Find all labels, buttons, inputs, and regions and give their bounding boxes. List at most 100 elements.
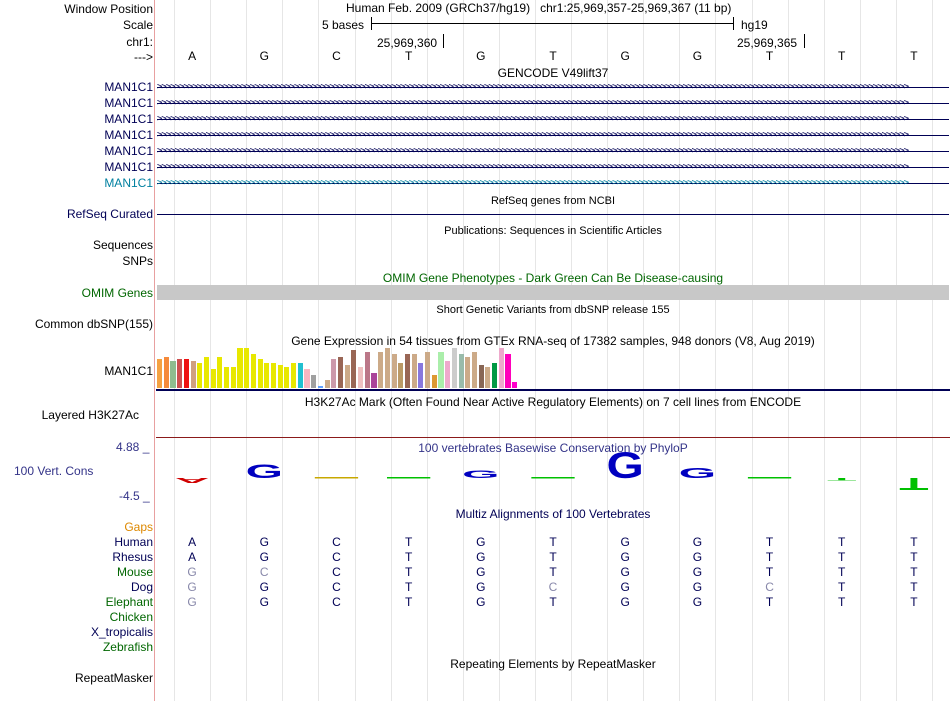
gtex-tissue-bar[interactable] xyxy=(498,348,504,388)
gtex-tissue-bar[interactable] xyxy=(351,350,357,388)
gencode-transcript-line[interactable]: >>>>>>>>>>>>>>>>>>>>>>>>>>>>>>>>>>>>>>>>… xyxy=(157,162,949,173)
gtex-tissue-bar[interactable] xyxy=(317,385,323,388)
gtex-tissue-bar[interactable] xyxy=(284,367,290,388)
multiz-base: G xyxy=(187,595,197,609)
gtex-tissue-bar[interactable] xyxy=(210,369,216,388)
gtex-tissue-bar[interactable] xyxy=(257,358,263,388)
gencode-transcript-label[interactable]: MAN1C1 xyxy=(104,160,153,174)
gtex-tissue-bar[interactable] xyxy=(358,367,364,388)
gtex-tissue-bar[interactable] xyxy=(163,356,169,388)
gtex-tissue-bar[interactable] xyxy=(445,360,451,388)
gtex-tissue-bar[interactable] xyxy=(371,373,377,388)
publications-snps-label[interactable]: SNPs xyxy=(122,254,153,268)
gtex-tissue-bar[interactable] xyxy=(177,358,183,388)
gtex-tissue-bar[interactable] xyxy=(398,362,404,388)
gtex-label[interactable]: MAN1C1 xyxy=(104,364,153,378)
gtex-tissue-bar[interactable] xyxy=(157,358,163,388)
gtex-tissue-bar[interactable] xyxy=(404,354,411,388)
gtex-tissue-bar[interactable] xyxy=(324,379,330,388)
gtex-tissue-bar[interactable] xyxy=(183,358,189,388)
gtex-tissue-bar[interactable] xyxy=(291,362,297,388)
gtex-tissue-bar[interactable] xyxy=(250,354,256,388)
gtex-tissue-bar[interactable] xyxy=(512,381,518,388)
gtex-tissue-bar[interactable] xyxy=(364,352,370,388)
gencode-transcript-label[interactable]: MAN1C1 xyxy=(104,128,153,142)
multiz-species-label[interactable]: Rhesus xyxy=(112,550,153,564)
gencode-transcript-line[interactable]: >>>>>>>>>>>>>>>>>>>>>>>>>>>>>>>>>>>>>>>>… xyxy=(157,130,949,141)
gtex-tissue-bar[interactable] xyxy=(244,348,250,388)
publications-sequences-label[interactable]: Sequences xyxy=(92,238,153,252)
multiz-base: G xyxy=(620,580,630,594)
gtex-tissue-bar[interactable] xyxy=(505,354,511,388)
gtex-tissue-bar[interactable] xyxy=(458,354,464,388)
gencode-transcript-label[interactable]: MAN1C1 xyxy=(104,96,153,110)
gtex-tissue-bar[interactable] xyxy=(418,362,424,388)
gtex-tissue-bar[interactable] xyxy=(237,348,243,388)
refseq-label[interactable]: RefSeq Curated xyxy=(66,207,153,221)
gtex-tissue-bar[interactable] xyxy=(270,362,277,388)
multiz-species-label[interactable]: Mouse xyxy=(116,565,153,579)
gtex-tissue-bar[interactable] xyxy=(378,352,384,388)
gencode-transcript-line[interactable]: >>>>>>>>>>>>>>>>>>>>>>>>>>>>>>>>>>>>>>>>… xyxy=(157,146,949,157)
gencode-transcript-label[interactable]: MAN1C1 xyxy=(104,176,153,190)
gtex-tissue-bar[interactable] xyxy=(304,369,310,388)
multiz-base: G xyxy=(476,580,486,594)
gtex-bar-chart[interactable] xyxy=(157,346,557,388)
gtex-tissue-bar[interactable] xyxy=(203,356,210,388)
dbsnp-label[interactable]: Common dbSNP(155) xyxy=(34,317,153,331)
label-divider[interactable] xyxy=(154,0,155,701)
multiz-base: T xyxy=(910,595,918,609)
phylop-score-mark xyxy=(386,477,431,479)
multiz-species-label[interactable]: X_tropicalis xyxy=(90,625,153,639)
multiz-species-label[interactable]: Zebrafish xyxy=(102,640,153,654)
dna-base: T xyxy=(404,49,413,63)
omim-bar[interactable] xyxy=(157,285,949,300)
gtex-tissue-bar[interactable] xyxy=(190,360,196,388)
gencode-transcript-line[interactable]: >>>>>>>>>>>>>>>>>>>>>>>>>>>>>>>>>>>>>>>>… xyxy=(157,98,949,109)
multiz-species-label[interactable]: Chicken xyxy=(109,610,153,624)
gtex-tissue-bar[interactable] xyxy=(277,364,283,388)
omim-label[interactable]: OMIM Genes xyxy=(81,286,153,300)
phylop-score-letter: G xyxy=(607,452,644,487)
gtex-tissue-bar[interactable] xyxy=(217,356,223,388)
gtex-tissue-bar[interactable] xyxy=(425,352,431,388)
gtex-tissue-bar[interactable] xyxy=(438,352,444,388)
gtex-tissue-bar[interactable] xyxy=(451,348,457,388)
gtex-tissue-bar[interactable] xyxy=(264,362,270,388)
gencode-transcript-line[interactable]: >>>>>>>>>>>>>>>>>>>>>>>>>>>>>>>>>>>>>>>>… xyxy=(157,114,949,125)
refseq-gene-line[interactable] xyxy=(157,214,949,215)
gtex-tissue-bar[interactable] xyxy=(344,364,350,388)
h3k27ac-label[interactable]: Layered H3K27Ac xyxy=(41,408,139,422)
gtex-tissue-bar[interactable] xyxy=(478,364,484,388)
gtex-tissue-bar[interactable] xyxy=(471,352,478,388)
gencode-transcript-label[interactable]: MAN1C1 xyxy=(104,112,153,126)
multiz-species-label[interactable]: Elephant xyxy=(105,595,153,609)
multiz-species-label[interactable]: Dog xyxy=(130,580,153,594)
multiz-species-label[interactable]: Human xyxy=(114,535,153,549)
gencode-transcript-label[interactable]: MAN1C1 xyxy=(104,144,153,158)
gtex-tissue-bar[interactable] xyxy=(224,367,230,388)
gtex-tissue-bar[interactable] xyxy=(331,358,337,388)
gtex-tissue-bar[interactable] xyxy=(197,362,203,388)
repeatmasker-label[interactable]: RepeatMasker xyxy=(74,671,153,685)
gtex-tissue-bar[interactable] xyxy=(485,367,491,388)
gtex-tissue-bar[interactable] xyxy=(411,354,417,388)
gtex-tissue-bar[interactable] xyxy=(465,356,471,388)
gtex-tissue-bar[interactable] xyxy=(384,348,390,388)
gtex-tissue-bar[interactable] xyxy=(431,375,437,388)
phylop-min-label: -4.5 _ xyxy=(119,489,150,503)
gencode-transcript-label[interactable]: MAN1C1 xyxy=(104,80,153,94)
gtex-tissue-bar[interactable] xyxy=(337,356,344,388)
phylop-label[interactable]: 100 Vert. Cons xyxy=(14,464,94,478)
gtex-tissue-bar[interactable] xyxy=(492,362,498,388)
gtex-tissue-bar[interactable] xyxy=(311,375,317,388)
gtex-tissue-bar[interactable] xyxy=(297,362,303,388)
gencode-transcript-line[interactable]: >>>>>>>>>>>>>>>>>>>>>>>>>>>>>>>>>>>>>>>>… xyxy=(157,178,949,189)
multiz-base: G xyxy=(476,535,486,549)
gtex-tissue-bar[interactable] xyxy=(391,354,397,388)
multiz-base: T xyxy=(404,550,413,564)
gtex-tissue-bar[interactable] xyxy=(230,367,236,388)
gtex-tissue-bar[interactable] xyxy=(170,360,176,388)
gencode-transcript-line[interactable]: >>>>>>>>>>>>>>>>>>>>>>>>>>>>>>>>>>>>>>>>… xyxy=(157,82,949,93)
